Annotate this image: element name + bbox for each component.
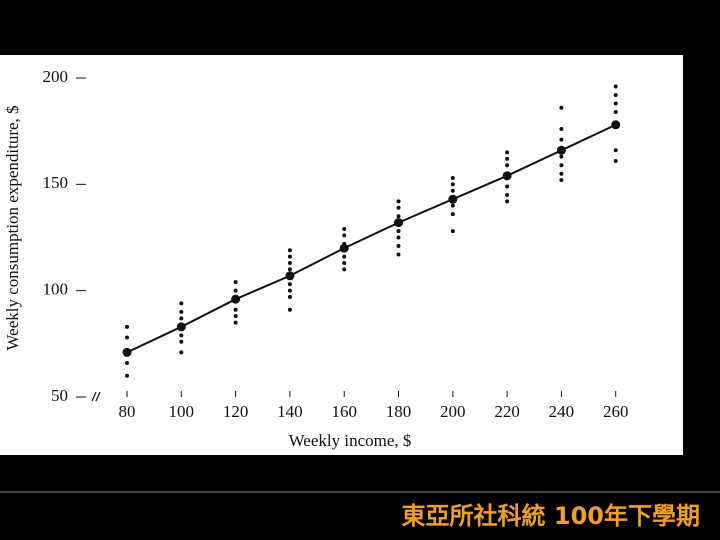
- observation-point: [125, 360, 130, 365]
- mean-point: [339, 243, 349, 253]
- mean-point: [122, 347, 132, 357]
- observation-point: [287, 267, 292, 272]
- y-tick-label: 150: [43, 173, 69, 192]
- x-tick-label: 240: [549, 402, 575, 421]
- footer-text: 東亞所社科統 100年下學期: [402, 502, 700, 530]
- mean-point: [394, 218, 404, 228]
- x-tick-label: 120: [223, 402, 249, 421]
- observation-point: [450, 182, 455, 187]
- observation-point: [505, 163, 510, 168]
- observation-point: [505, 199, 510, 204]
- observation-point: [233, 280, 238, 285]
- y-tick-label: 100: [43, 280, 69, 299]
- observation-point: [613, 110, 618, 115]
- observation-point: [287, 261, 292, 266]
- observation-point: [613, 158, 618, 163]
- observation-point: [505, 156, 510, 161]
- mean-point: [556, 145, 566, 155]
- observation-point: [342, 226, 347, 231]
- observation-point: [233, 288, 238, 293]
- observation-point: [287, 307, 292, 312]
- x-tick-label: 180: [386, 402, 412, 421]
- x-tick-label: 160: [331, 402, 357, 421]
- observation-point: [613, 101, 618, 106]
- x-tick-label: 260: [603, 402, 629, 421]
- observation-point: [287, 282, 292, 287]
- x-tick-label: 80: [119, 402, 136, 421]
- observation-point: [450, 229, 455, 234]
- observation-point: [125, 335, 130, 340]
- axis-break: [91, 391, 101, 402]
- observation-point: [396, 199, 401, 204]
- observation-point: [450, 212, 455, 217]
- observation-point: [342, 261, 347, 266]
- x-axis-label: Weekly income, $: [289, 431, 412, 450]
- observation-point: [505, 150, 510, 155]
- y-axis-label: Weekly consumption expenditure, $: [3, 105, 22, 350]
- chart-background: [0, 55, 683, 455]
- observation-point: [233, 307, 238, 312]
- observation-point: [179, 350, 184, 355]
- x-tick-label: 220: [494, 402, 520, 421]
- observation-point: [396, 252, 401, 257]
- observation-point: [179, 316, 184, 321]
- observation-point: [125, 324, 130, 329]
- observation-point: [396, 205, 401, 210]
- mean-point: [502, 171, 512, 181]
- observation-point: [613, 148, 618, 153]
- observation-point: [559, 137, 564, 142]
- observation-point: [233, 320, 238, 325]
- regression-line: [126, 123, 617, 354]
- observation-point: [613, 93, 618, 98]
- x-tick-label: 200: [440, 402, 466, 421]
- observation-point: [559, 127, 564, 132]
- observation-point: [396, 235, 401, 240]
- observation-point: [613, 84, 618, 89]
- observation-point: [396, 229, 401, 234]
- axis-break-stroke: [95, 391, 101, 402]
- observation-point: [342, 254, 347, 259]
- observation-point: [396, 244, 401, 249]
- observation-point: [179, 339, 184, 344]
- observation-point: [342, 267, 347, 272]
- observation-point: [179, 301, 184, 306]
- observation-point: [505, 184, 510, 189]
- observation-point: [450, 203, 455, 208]
- mean-point: [448, 194, 458, 204]
- observation-point: [559, 178, 564, 183]
- observation-point: [505, 192, 510, 197]
- mean-point: [285, 271, 295, 281]
- mean-point: [611, 120, 621, 130]
- y-tick-label: 200: [43, 67, 69, 86]
- observation-point: [287, 248, 292, 253]
- observation-point: [179, 333, 184, 338]
- observation-point: [450, 175, 455, 180]
- observation-point: [179, 309, 184, 314]
- observation-point: [342, 233, 347, 238]
- observation-point: [287, 295, 292, 300]
- observation-point: [450, 188, 455, 193]
- observation-point: [559, 105, 564, 110]
- x-tick-label: 100: [169, 402, 195, 421]
- observation-point: [287, 288, 292, 293]
- observation-point: [559, 154, 564, 159]
- observation-point: [233, 314, 238, 319]
- observation-point: [559, 171, 564, 176]
- mean-point: [231, 294, 241, 304]
- observation-point: [559, 163, 564, 168]
- y-tick-label: 50: [51, 386, 68, 405]
- mean-point: [176, 322, 186, 332]
- observation-point: [125, 373, 130, 378]
- observation-point: [287, 254, 292, 259]
- axis-break-stroke: [91, 391, 97, 402]
- observation-point: [396, 214, 401, 219]
- x-tick-label: 140: [277, 402, 303, 421]
